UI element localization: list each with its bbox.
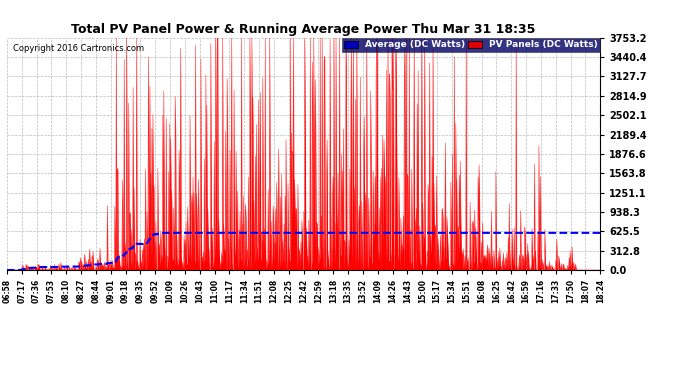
Text: Copyright 2016 Cartronics.com: Copyright 2016 Cartronics.com — [13, 45, 144, 54]
Legend: Average (DC Watts), PV Panels (DC Watts): Average (DC Watts), PV Panels (DC Watts) — [342, 38, 600, 52]
Title: Total PV Panel Power & Running Average Power Thu Mar 31 18:35: Total PV Panel Power & Running Average P… — [71, 23, 536, 36]
